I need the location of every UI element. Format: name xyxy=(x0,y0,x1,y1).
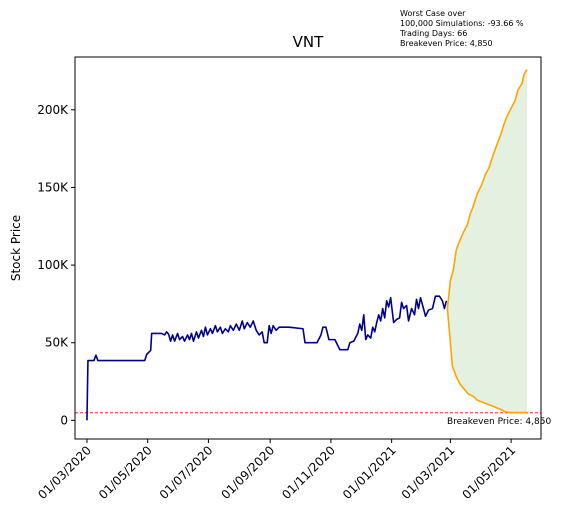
plot-frame xyxy=(74,56,542,440)
y-tick-label: 200K xyxy=(37,103,69,117)
x-tick-label: 01/01/2021 xyxy=(340,443,399,502)
simulation-lower-line xyxy=(446,308,528,414)
simulation-band-layer xyxy=(447,69,528,413)
annotation-line: 100,000 Simulations: -93.66 % xyxy=(400,19,524,28)
annotation-line: Breakeven Price: 4,850 xyxy=(400,39,493,48)
x-tick-label: 01/11/2020 xyxy=(279,443,338,502)
y-axis-label: Stock Price xyxy=(9,215,23,281)
series-layer xyxy=(86,68,528,421)
annotation-line: Trading Days: 66 xyxy=(400,29,468,38)
x-tick-label: 01/05/2020 xyxy=(96,443,155,502)
annotation-line: Worst Case over xyxy=(400,9,466,18)
breakeven-label: Breakeven Price: 4,850 xyxy=(447,417,551,427)
x-tick-label: 01/03/2020 xyxy=(35,443,94,502)
y-tick-label: 100K xyxy=(37,258,69,272)
simulation-upper-line xyxy=(446,68,528,309)
x-tick-label: 01/09/2020 xyxy=(218,443,277,502)
x-tick-label: 01/03/2021 xyxy=(399,443,458,502)
x-tick-label: 01/07/2020 xyxy=(157,443,216,502)
x-tick-label: 01/05/2021 xyxy=(459,443,518,502)
y-tick-label: 50K xyxy=(45,336,69,350)
simulation-annotation: Worst Case over 100,000 Simulations: -93… xyxy=(400,9,524,49)
x-axis: 01/03/2020 01/05/2020 01/07/2020 01/09/2020… xyxy=(35,439,518,502)
simulation-range-band xyxy=(447,69,528,413)
chart-title: VNT xyxy=(293,33,324,51)
y-tick-label: 0 xyxy=(60,413,68,427)
y-axis: 0 50K 100K 150K 200K xyxy=(37,103,75,427)
y-tick-label: 150K xyxy=(37,180,69,194)
price-history-line xyxy=(86,295,448,421)
